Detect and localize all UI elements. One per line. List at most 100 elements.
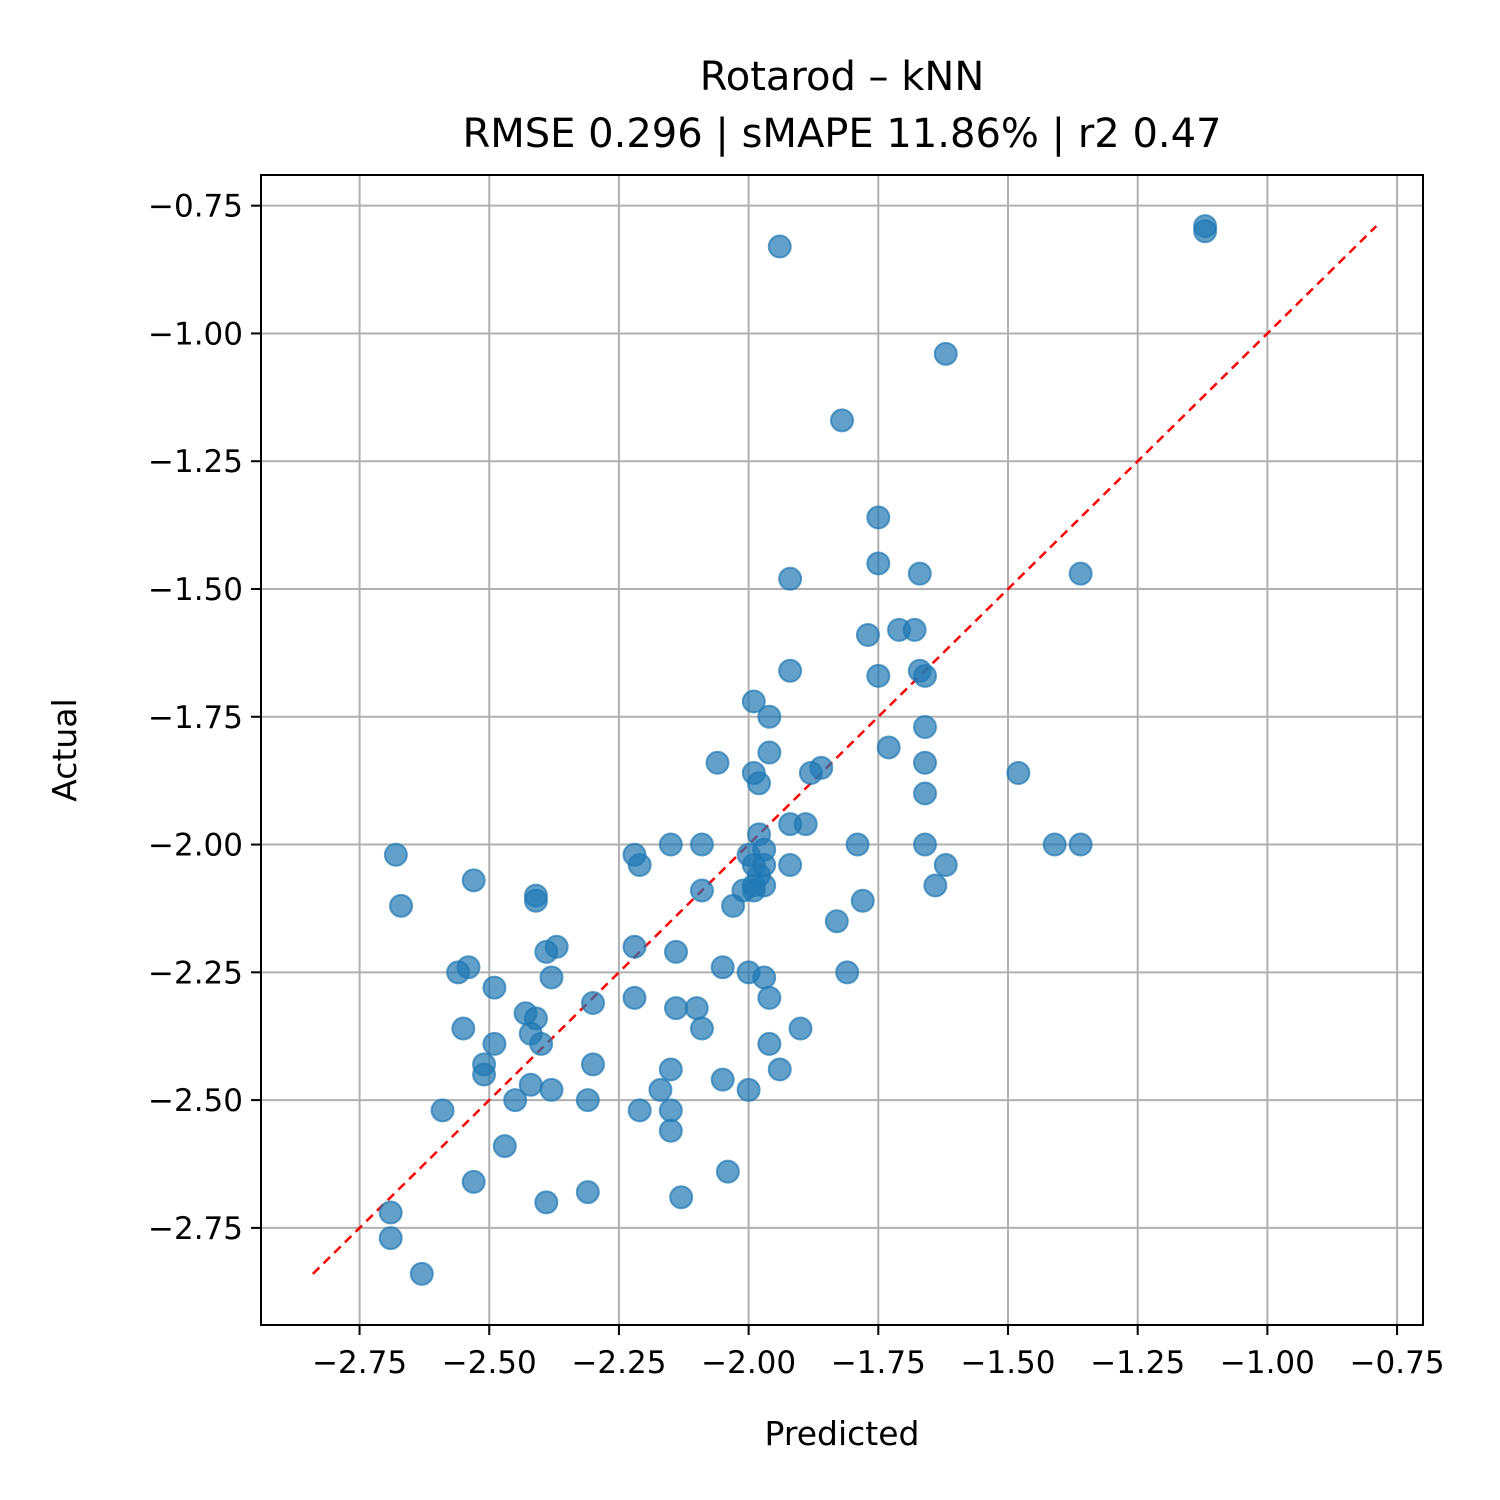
- scatter-point: [793, 812, 818, 837]
- scatter-point: [778, 566, 803, 591]
- scatter-point: [830, 408, 854, 433]
- grid-lines: [261, 175, 1423, 1325]
- scatter-point: [627, 1098, 652, 1123]
- scatter-point: [778, 853, 803, 877]
- scatter-point: [757, 704, 782, 729]
- scatter-point: [689, 1016, 714, 1041]
- scatter-point: [907, 561, 932, 586]
- scatter-point: [866, 663, 891, 688]
- scatter-point: [1042, 832, 1067, 857]
- scatter-point: [913, 715, 937, 739]
- scatter-point: [523, 888, 548, 913]
- scatter-point: [664, 939, 688, 964]
- scatter-point: [933, 341, 958, 366]
- x-axis-label: Predicted: [765, 1414, 920, 1453]
- scatter-point: [757, 740, 782, 765]
- scatter-point: [482, 975, 507, 1000]
- scatter-point: [689, 832, 714, 857]
- scatter-point: [482, 1031, 507, 1056]
- scatter-point: [544, 934, 569, 959]
- scatter-point: [1193, 219, 1218, 244]
- scatter-point: [736, 1077, 761, 1102]
- scatter-point: [658, 1118, 683, 1143]
- scatter-point: [721, 893, 746, 918]
- x-tick-label: −2.50: [442, 1345, 537, 1381]
- scatter-point: [855, 623, 880, 647]
- scatter-point: [689, 878, 714, 903]
- scatter-point: [581, 991, 605, 1015]
- chart-subtitle: RMSE 0.296 | sMAPE 11.86% | r2 0.47: [462, 111, 1221, 157]
- y-tick-label: −1.00: [148, 316, 243, 352]
- scatter-point: [845, 832, 870, 857]
- scatter-point: [902, 617, 927, 642]
- scatter-point: [1068, 561, 1093, 586]
- scatter-point: [581, 1052, 605, 1077]
- scatter-point: [933, 853, 958, 877]
- y-tick-label: −2.25: [148, 955, 243, 991]
- scatter-point: [539, 965, 564, 990]
- scatter-point: [850, 888, 875, 913]
- x-tick-label: −0.75: [1350, 1345, 1445, 1381]
- scatter-point: [913, 832, 937, 857]
- scatter-point: [664, 996, 688, 1021]
- scatter-point: [684, 996, 709, 1021]
- x-tick-label: −1.00: [1220, 1345, 1315, 1381]
- y-tick-label: −2.50: [148, 1083, 243, 1119]
- scatter-point: [866, 505, 891, 530]
- x-tick-label: −1.25: [1090, 1345, 1185, 1381]
- data-points: [378, 214, 1218, 1286]
- y-tick-label: −0.75: [148, 189, 243, 225]
- chart-title: Rotarod – kNN: [700, 54, 985, 100]
- scatter-point: [378, 1226, 403, 1251]
- scatter-point: [472, 1062, 497, 1087]
- scatter-point: [575, 1180, 600, 1205]
- x-tick-label: −1.50: [961, 1345, 1056, 1381]
- scatter-point: [866, 551, 891, 576]
- y-axis-label: Actual: [45, 698, 84, 801]
- scatter-point: [778, 658, 803, 683]
- scatter-point: [669, 1185, 694, 1210]
- scatter-point: [757, 1031, 782, 1056]
- reference-line: [311, 225, 1378, 1275]
- scatter-point: [622, 985, 647, 1010]
- scatter-point: [835, 960, 860, 985]
- scatter-point: [461, 1169, 486, 1194]
- scatter-point: [710, 955, 735, 980]
- scatter-point: [622, 934, 647, 959]
- x-axis-ticks: −2.75 −2.50 −2.25 −2.00 −1.75 −1.50 −1.25 −1.00…: [312, 1325, 1445, 1381]
- scatter-point: [627, 853, 652, 877]
- scatter-point: [534, 1190, 559, 1215]
- scatter-point: [658, 832, 683, 857]
- scatter-point: [409, 1261, 434, 1286]
- scatter-point: [824, 909, 849, 934]
- y-tick-label: −1.50: [148, 572, 243, 608]
- scatter-point: [913, 663, 937, 688]
- y-tick-label: −1.75: [148, 700, 243, 736]
- scatter-point: [461, 868, 486, 893]
- scatter-point: [658, 1057, 683, 1082]
- scatter-point: [389, 893, 414, 918]
- scatter-point: [876, 735, 901, 760]
- scatter-point: [788, 1016, 813, 1041]
- scatter-point: [715, 1159, 740, 1184]
- scatter-point: [767, 234, 792, 259]
- scatter-point: [741, 689, 766, 714]
- scatter-point: [705, 750, 730, 775]
- scatter-point: [798, 761, 823, 785]
- scatter-point: [383, 842, 408, 867]
- scatter-point: [747, 771, 771, 796]
- scatter-point: [539, 1077, 564, 1102]
- scatter-point: [752, 965, 777, 990]
- y-tick-label: −2.00: [148, 828, 243, 864]
- scatter-point: [923, 873, 948, 898]
- scatter-point: [710, 1067, 735, 1092]
- scatter-point: [456, 955, 481, 980]
- scatter-point: [529, 1031, 554, 1056]
- scatter-point: [658, 1098, 683, 1123]
- x-tick-label: −2.00: [701, 1345, 796, 1381]
- scatter-point: [575, 1088, 600, 1113]
- scatter-point: [767, 1057, 792, 1082]
- scatter-point: [648, 1077, 673, 1102]
